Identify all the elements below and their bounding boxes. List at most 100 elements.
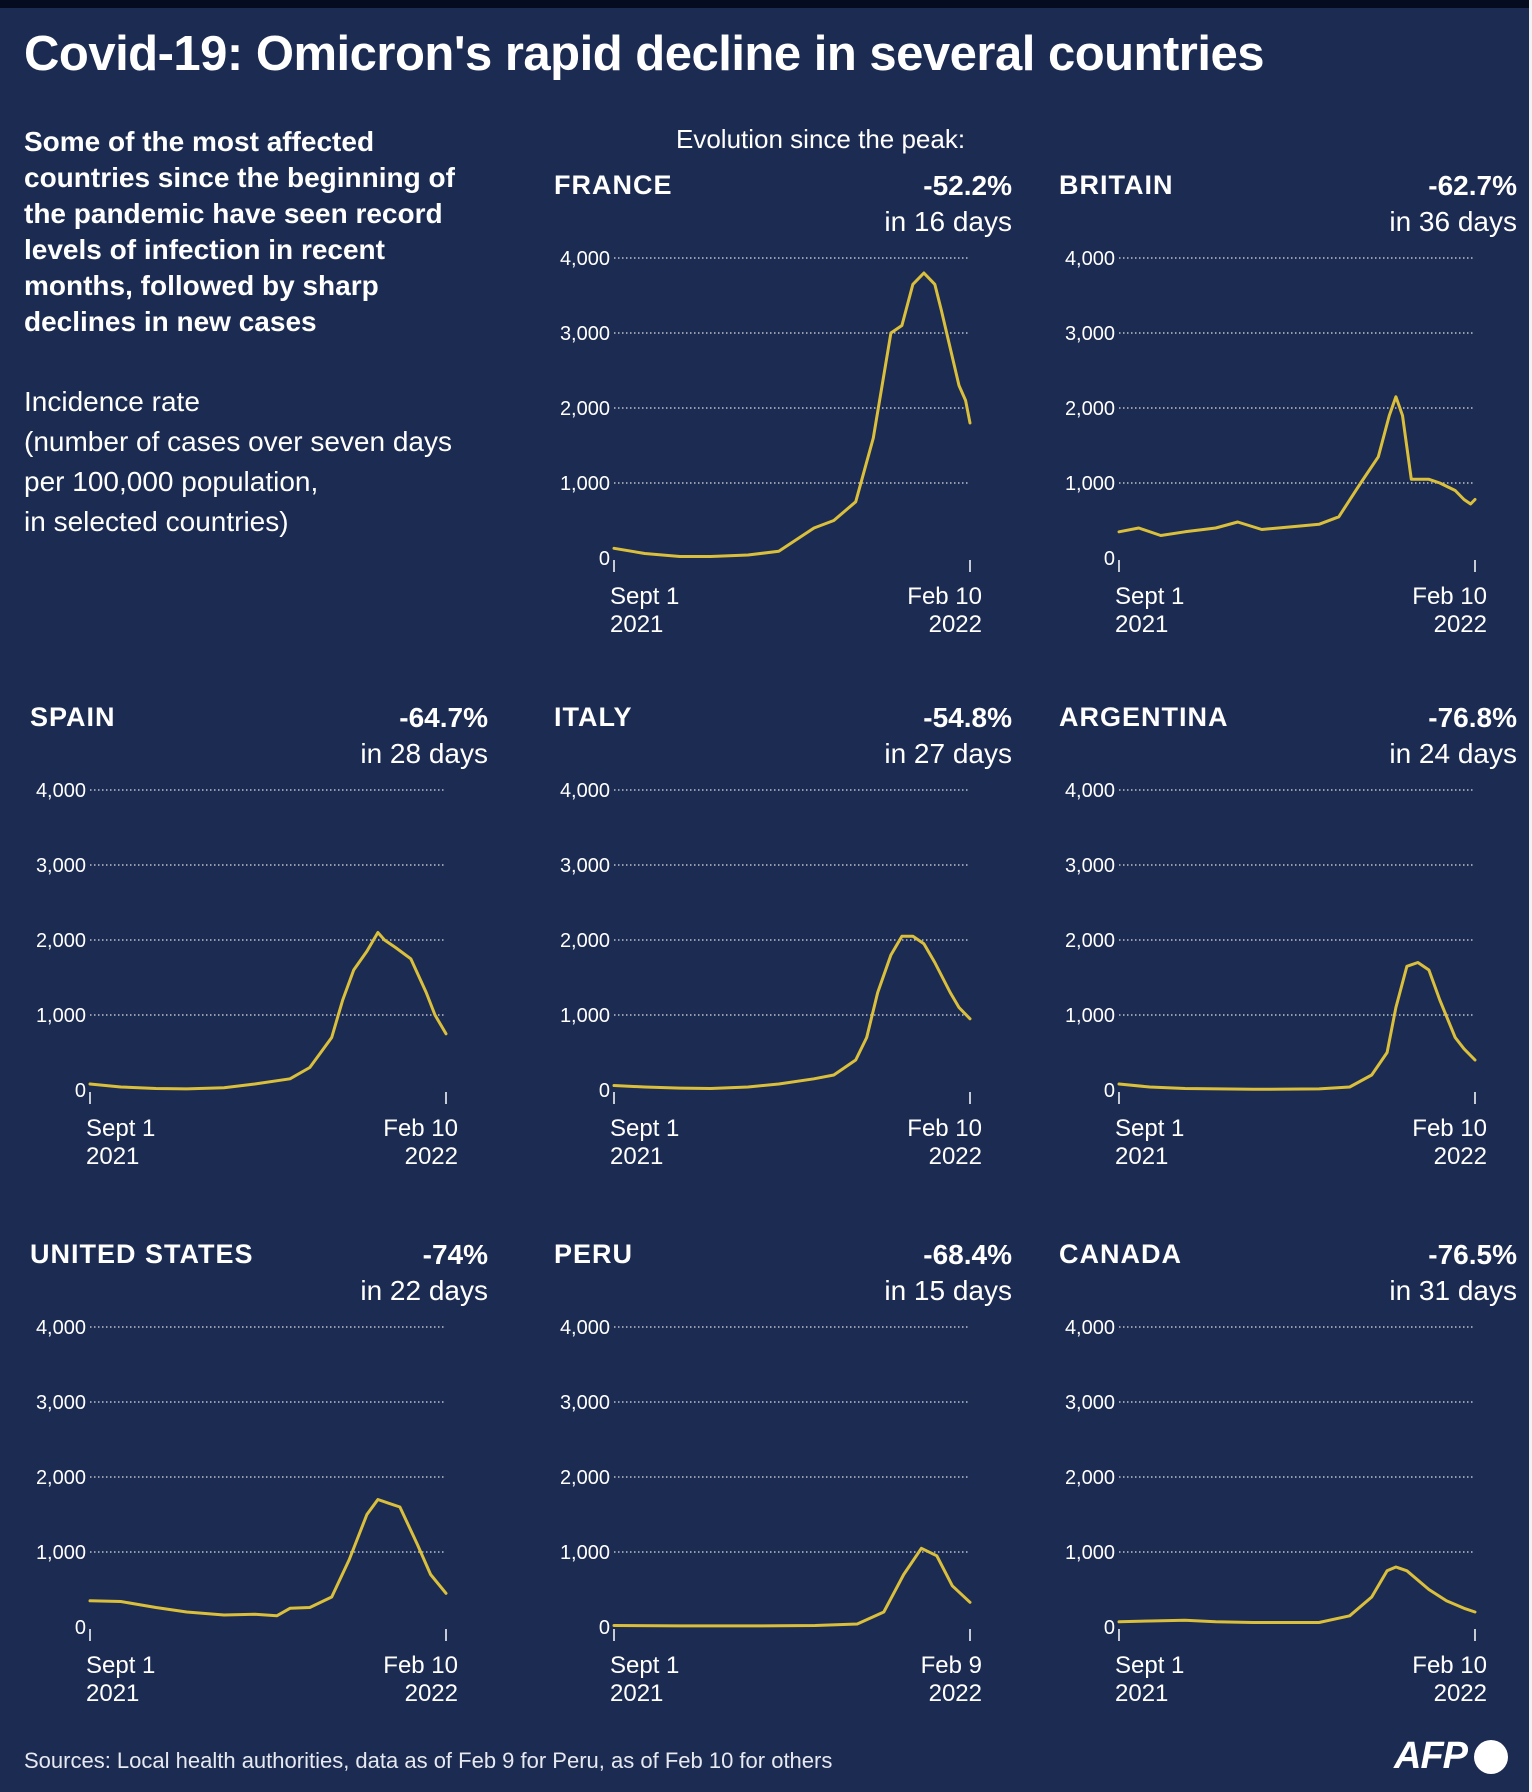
y-tick-label: 4,000 [1065, 780, 1115, 802]
incidence-line: Incidence rate [24, 386, 200, 417]
country-name: PERU [554, 1239, 634, 1269]
y-tick-label: 1,000 [560, 1005, 610, 1027]
series-line [88, 931, 448, 1091]
series-line [612, 1546, 972, 1628]
y-tick-label: 0 [599, 1080, 610, 1102]
x-tick-label: 2022 [405, 1680, 458, 1707]
chart-panel-spain: SPAIN -64.7% in 28 days 0 1,000 2,000 3,000… [28, 680, 528, 1180]
x-tick-label: 2022 [1434, 1143, 1487, 1170]
y-tick-label: 0 [599, 1617, 610, 1639]
change-percent: -52.2% [923, 170, 1012, 201]
chart-panel-canada: CANADA -76.5% in 31 days 0 1,000 2,000 3,00… [1057, 1217, 1532, 1717]
y-tick-label: 1,000 [36, 1005, 86, 1027]
y-tick-label: 2,000 [1065, 398, 1115, 420]
y-tick-label: 0 [75, 1617, 86, 1639]
source-note: Sources: Local health authorities, data … [24, 1748, 833, 1773]
x-tick-label: 2022 [929, 1680, 982, 1707]
incidence-description: Incidence rate (number of cases over sev… [24, 382, 494, 542]
y-tick-label: 2,000 [560, 398, 610, 420]
y-tick-label: 4,000 [560, 1317, 610, 1339]
change-period: in 16 days [884, 206, 1012, 237]
x-tick-label: Feb 10 [1412, 583, 1487, 610]
series-line [1117, 395, 1477, 537]
incidence-line: per 100,000 population, [24, 466, 319, 497]
y-tick-label: 3,000 [1065, 1392, 1115, 1414]
change-period: in 28 days [360, 738, 488, 769]
x-tick-label: Feb 10 [1412, 1652, 1487, 1679]
x-tick-label: 2022 [1434, 611, 1487, 638]
change-percent: -62.7% [1428, 170, 1517, 201]
x-tick-label: 2022 [929, 611, 982, 638]
y-tick-label: 2,000 [560, 930, 610, 952]
country-name: ARGENTINA [1059, 702, 1229, 732]
x-tick-label: 2021 [86, 1143, 139, 1170]
change-percent: -76.5% [1428, 1239, 1517, 1270]
series-line [88, 1498, 448, 1618]
y-tick-label: 4,000 [560, 780, 610, 802]
x-tick-label: Sept 1 [86, 1115, 155, 1142]
x-tick-label: 2021 [86, 1680, 139, 1707]
x-tick-label: Sept 1 [1115, 1652, 1184, 1679]
country-name: SPAIN [30, 702, 116, 732]
x-tick-label: Sept 1 [610, 583, 679, 610]
change-period: in 36 days [1389, 206, 1517, 237]
series-line [1117, 961, 1477, 1091]
right-edge [1529, 0, 1532, 1792]
incidence-line: (number of cases over seven days [24, 426, 452, 457]
x-tick-label: 2021 [1115, 1680, 1168, 1707]
x-tick-label: 2022 [929, 1143, 982, 1170]
y-tick-label: 0 [1104, 548, 1115, 570]
change-period: in 15 days [884, 1275, 1012, 1306]
x-tick-label: Sept 1 [1115, 1115, 1184, 1142]
x-tick-label: Feb 10 [907, 583, 982, 610]
y-tick-label: 4,000 [36, 1317, 86, 1339]
y-tick-label: 1,000 [560, 473, 610, 495]
x-tick-label: 2021 [610, 611, 663, 638]
y-tick-label: 4,000 [1065, 1317, 1115, 1339]
evolution-label: Evolution since the peak: [676, 124, 966, 154]
x-tick-label: 2021 [1115, 1143, 1168, 1170]
y-tick-label: 1,000 [560, 1542, 610, 1564]
change-percent: -68.4% [923, 1239, 1012, 1270]
change-percent: -74% [422, 1239, 488, 1270]
y-tick-label: 4,000 [1065, 248, 1115, 270]
country-name: ITALY [554, 702, 633, 732]
y-tick-label: 0 [1104, 1617, 1115, 1639]
y-tick-label: 3,000 [36, 1392, 86, 1414]
y-tick-label: 0 [599, 548, 610, 570]
y-tick-label: 4,000 [560, 248, 610, 270]
change-percent: -64.7% [399, 702, 488, 733]
x-tick-label: Feb 10 [383, 1115, 458, 1142]
y-tick-label: 1,000 [1065, 1542, 1115, 1564]
x-tick-label: 2022 [405, 1143, 458, 1170]
x-tick-label: 2022 [1434, 1680, 1487, 1707]
country-name: BRITAIN [1059, 170, 1174, 200]
y-tick-label: 2,000 [1065, 930, 1115, 952]
x-tick-label: Feb 10 [1412, 1115, 1487, 1142]
y-tick-label: 3,000 [36, 855, 86, 877]
series-line [612, 934, 972, 1090]
x-tick-label: Sept 1 [1115, 583, 1184, 610]
x-tick-label: Feb 9 [921, 1652, 982, 1679]
y-tick-label: 3,000 [560, 855, 610, 877]
y-tick-label: 1,000 [36, 1542, 86, 1564]
series-line [612, 271, 972, 558]
x-tick-label: Feb 10 [907, 1115, 982, 1142]
y-tick-label: 0 [75, 1080, 86, 1102]
country-name: CANADA [1059, 1239, 1182, 1269]
y-tick-label: 2,000 [36, 1467, 86, 1489]
afp-logo: AFP [1394, 1735, 1468, 1777]
intro-text: Some of the most affected countries sinc… [24, 126, 455, 337]
chart-panel-peru: PERU -68.4% in 15 days 0 1,000 2,000 3,000 4… [552, 1217, 1052, 1717]
y-tick-label: 2,000 [1065, 1467, 1115, 1489]
y-tick-label: 3,000 [1065, 323, 1115, 345]
chart-panel-france: FRANCE -52.2% in 16 days 0 1,000 2,000 3,00… [552, 148, 1052, 648]
y-tick-label: 3,000 [560, 323, 610, 345]
change-percent: -76.8% [1428, 702, 1517, 733]
x-tick-label: 2021 [610, 1143, 663, 1170]
afp-logo-dot [1474, 1740, 1508, 1774]
country-name: UNITED STATES [30, 1239, 254, 1269]
